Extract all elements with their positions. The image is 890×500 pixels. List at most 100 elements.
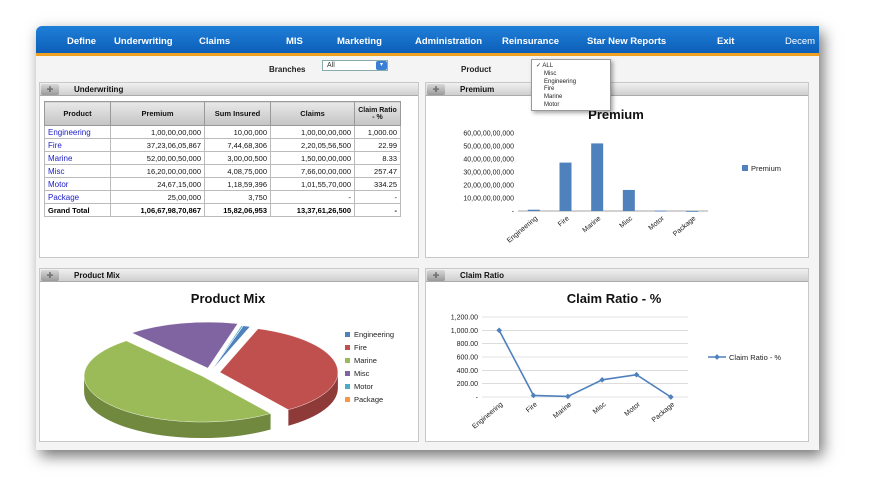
- cell: 1,06,67,98,70,867: [110, 203, 205, 217]
- nav-mis[interactable]: MIS: [286, 36, 303, 47]
- y-tick-label: 200.00: [457, 381, 479, 388]
- cell: -: [270, 190, 355, 204]
- bar-motor: [654, 210, 667, 212]
- col-premium[interactable]: Premium: [110, 101, 205, 126]
- underwriting-panel-header: ✛ Underwriting: [40, 83, 418, 96]
- pie-slice-misc: [131, 321, 239, 369]
- product-option-engineering[interactable]: Engineering: [544, 78, 577, 85]
- nav-star-new-reports[interactable]: Star New Reports: [587, 36, 667, 47]
- product-dropdown[interactable]: ✓ ALL Misc Engineering Fire Marine Motor: [531, 59, 611, 111]
- chart-title: Product Mix: [191, 291, 266, 306]
- grand-total-row: Grand Total 1,06,67,98,70,867 15,82,06,953…: [44, 203, 401, 217]
- claim-ratio-panel: ✛ Claim Ratio Claim Ratio - % 1,200.00 1,0…: [425, 268, 809, 442]
- y-tick-label: 1,000.00: [451, 328, 478, 335]
- nav-exit[interactable]: Exit: [717, 36, 735, 47]
- x-tick-label: Motor: [624, 401, 643, 418]
- y-tick-label: 20,00,00,00,000: [463, 183, 514, 190]
- legend-label-motor: Motor: [354, 382, 374, 391]
- col-sum-insured[interactable]: Sum Insured: [204, 101, 271, 126]
- product-link-fire[interactable]: Fire: [44, 138, 111, 152]
- cell: 2,20,05,56,500: [270, 138, 355, 152]
- bar-marine: [591, 143, 604, 211]
- cell: 1,18,59,396: [204, 177, 271, 191]
- cell: -: [354, 190, 401, 204]
- pie-side-fire: [288, 372, 338, 426]
- product-link-marine[interactable]: Marine: [44, 151, 111, 165]
- x-tick-label: Package: [672, 215, 697, 238]
- expand-icon[interactable]: ✛: [427, 270, 445, 281]
- expand-icon[interactable]: ✛: [41, 84, 59, 95]
- cell: 1,00,00,00,000: [110, 125, 205, 139]
- cell: -: [354, 203, 401, 217]
- point-marine: [565, 393, 571, 400]
- product-mix-pie-chart: Product Mix Engineering Fire Marine Misc Moto…: [83, 291, 394, 439]
- expand-icon[interactable]: ✛: [41, 270, 59, 281]
- product-label: Product: [461, 65, 492, 74]
- product-option-misc[interactable]: Misc: [544, 70, 557, 77]
- nav-reinsurance[interactable]: Reinsurance: [502, 36, 560, 47]
- legend-marker: [714, 354, 720, 360]
- cell: 7,44,68,306: [204, 138, 271, 152]
- claim-ratio-panel-title: Claim Ratio: [460, 271, 505, 280]
- nav-define[interactable]: Define: [67, 36, 97, 47]
- cell: 52,00,00,50,000: [110, 151, 205, 165]
- cell: 3,00,00,500: [204, 151, 271, 165]
- bar-misc: [622, 189, 635, 211]
- x-tick-label: Misc: [592, 401, 608, 416]
- claim-ratio-panel-header: ✛ Claim Ratio: [426, 269, 808, 282]
- cell: 3,750: [204, 190, 271, 204]
- x-tick-label: Misc: [619, 215, 635, 230]
- table-row: Motor 24,67,15,000 1,18,59,396 1,01,55,70,0…: [44, 177, 401, 191]
- branches-select-value: All: [327, 62, 335, 69]
- y-tick-label: 50,00,00,00,000: [463, 144, 514, 151]
- point-fire: [530, 392, 537, 399]
- col-product[interactable]: Product: [44, 101, 111, 126]
- legend-swatch-package: [345, 397, 350, 402]
- product-option-marine[interactable]: Marine: [544, 94, 563, 101]
- y-tick-label: 30,00,00,00,000: [463, 170, 514, 177]
- y-tick-label: 600.00: [457, 355, 479, 362]
- product-option-fire[interactable]: Fire: [544, 86, 555, 93]
- nav-claims[interactable]: Claims: [199, 36, 231, 47]
- cell: 8.33: [354, 151, 401, 165]
- nav-administration[interactable]: Administration: [415, 36, 483, 47]
- expand-icon[interactable]: ✛: [427, 84, 445, 95]
- product-option-motor[interactable]: Motor: [544, 101, 560, 108]
- claim-ratio-line: [498, 329, 672, 398]
- product-option-all[interactable]: ✓ ALL: [536, 63, 554, 69]
- legend-label-fire: Fire: [354, 343, 367, 352]
- col-claims[interactable]: Claims: [270, 101, 355, 126]
- product-link-package[interactable]: Package: [44, 190, 111, 204]
- legend-label-package: Package: [354, 395, 383, 404]
- product-link-misc[interactable]: Misc: [44, 164, 111, 178]
- underwriting-panel-title: Underwriting: [74, 85, 124, 94]
- cell: 4,08,75,000: [204, 164, 271, 178]
- nav-marketing[interactable]: Marketing: [337, 36, 382, 47]
- cell: 15,82,06,953: [204, 203, 271, 217]
- cell: 7,66,00,00,000: [270, 164, 355, 178]
- nav-underwriting[interactable]: Underwriting: [114, 36, 173, 47]
- branches-label: Branches: [269, 65, 306, 74]
- cell: 22.99: [354, 138, 401, 152]
- col-claim-ratio[interactable]: Claim Ratio - %: [354, 101, 401, 126]
- filter-bar: Branches Product: [36, 59, 819, 81]
- premium-panel-header: ✛ Premium: [426, 83, 808, 96]
- pie-slice-package: [211, 325, 244, 371]
- legend-label-engineering: Engineering: [354, 330, 394, 339]
- chart-title: Claim Ratio - %: [567, 291, 662, 306]
- underwriting-table: Product Premium Sum Insured Claims Claim…: [44, 101, 401, 217]
- underwriting-table-body: Engineering 1,00,00,00,000 10,00,000 1,00,0…: [44, 125, 401, 217]
- legend-swatch-motor: [345, 384, 350, 389]
- chevron-down-icon[interactable]: ▾: [376, 61, 387, 70]
- legend-label: Claim Ratio - %: [729, 353, 781, 362]
- legend-swatch-misc: [345, 371, 350, 376]
- cell: 257.47: [354, 164, 401, 178]
- premium-bar-chart: Premium 60,00,00,00,000 50,00,00,00,000 40,…: [463, 107, 781, 245]
- product-link-engineering[interactable]: Engineering: [44, 125, 111, 139]
- legend-swatch: [742, 165, 748, 171]
- x-tick-label: Fire: [557, 215, 571, 228]
- pie-slice-fire: [219, 328, 339, 410]
- branches-select[interactable]: All ▾: [322, 60, 388, 71]
- product-link-motor[interactable]: Motor: [44, 177, 111, 191]
- y-tick-label: 1,200.00: [451, 315, 478, 322]
